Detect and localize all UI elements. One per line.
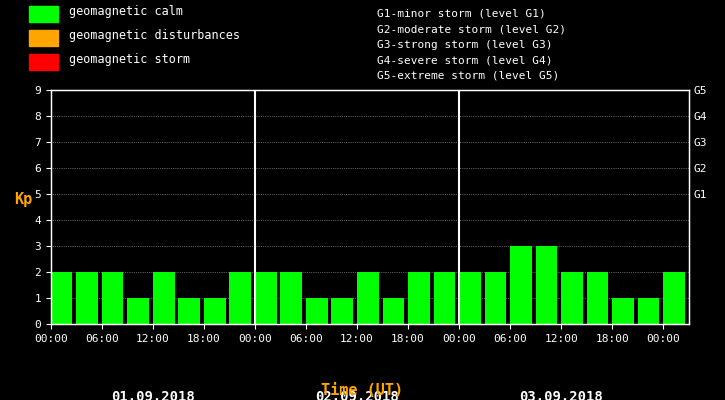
Bar: [281, 272, 302, 324]
Text: G1-minor storm (level G1): G1-minor storm (level G1): [377, 9, 546, 18]
Text: 01.09.2018: 01.09.2018: [111, 390, 195, 400]
FancyBboxPatch shape: [29, 54, 58, 70]
Text: geomagnetic storm: geomagnetic storm: [69, 53, 190, 66]
Bar: [587, 272, 608, 324]
Bar: [357, 272, 378, 324]
Bar: [459, 272, 481, 324]
Text: G2-moderate storm (level G2): G2-moderate storm (level G2): [377, 24, 566, 34]
Bar: [102, 272, 123, 324]
Text: G3-strong storm (level G3): G3-strong storm (level G3): [377, 40, 552, 50]
Text: G5-extreme storm (level G5): G5-extreme storm (level G5): [377, 70, 559, 80]
Bar: [663, 272, 685, 324]
Bar: [510, 246, 532, 324]
FancyBboxPatch shape: [29, 30, 58, 46]
Text: 02.09.2018: 02.09.2018: [315, 390, 399, 400]
Bar: [51, 272, 72, 324]
Text: geomagnetic calm: geomagnetic calm: [69, 5, 183, 18]
Bar: [434, 272, 455, 324]
FancyBboxPatch shape: [29, 6, 58, 22]
Y-axis label: Kp: Kp: [14, 192, 33, 207]
Bar: [612, 298, 634, 324]
Bar: [255, 272, 277, 324]
Bar: [153, 272, 175, 324]
Text: 03.09.2018: 03.09.2018: [519, 390, 603, 400]
Text: geomagnetic disturbances: geomagnetic disturbances: [69, 29, 240, 42]
Bar: [536, 246, 558, 324]
Bar: [178, 298, 200, 324]
Text: G4-severe storm (level G4): G4-severe storm (level G4): [377, 55, 552, 65]
Bar: [331, 298, 353, 324]
Bar: [76, 272, 98, 324]
Bar: [561, 272, 583, 324]
Bar: [638, 298, 660, 324]
Bar: [229, 272, 251, 324]
Text: Time (UT): Time (UT): [321, 383, 404, 398]
Bar: [484, 272, 506, 324]
Bar: [383, 298, 405, 324]
Bar: [408, 272, 430, 324]
Bar: [128, 298, 149, 324]
Bar: [306, 298, 328, 324]
Bar: [204, 298, 225, 324]
